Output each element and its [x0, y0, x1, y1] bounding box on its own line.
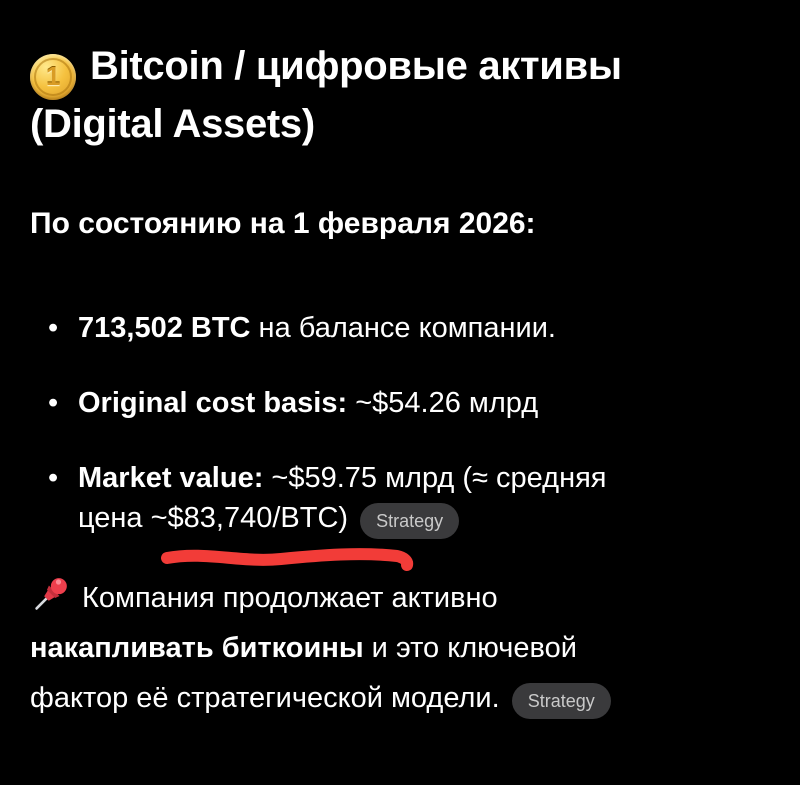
note-line2-text: и это ключевой	[363, 632, 577, 664]
coin-number: 1	[45, 61, 61, 91]
red-underline-annotation	[161, 548, 414, 571]
btc-balance-text: на балансе компании.	[250, 312, 556, 344]
bullet-list: • 713,502 BTC на балансе компании. • Ori…	[30, 308, 772, 571]
note-bold-text: накапливать биткоины	[30, 632, 364, 664]
note-line3-text: фактор её стратегической модели.	[30, 682, 500, 714]
list-item-btc-balance: • 713,502 BTC на балансе компании.	[48, 308, 772, 348]
bullet-text: Original cost basis: ~$54.26 млрд	[78, 383, 538, 423]
post-title: 1 Bitcoin / цифровые активы (Digital Asse…	[30, 42, 772, 148]
cost-basis-value: ~$54.26 млрд	[347, 387, 539, 419]
bullet-marker: •	[48, 387, 59, 419]
telegram-post: 1 Bitcoin / цифровые активы (Digital Asse…	[30, 42, 772, 723]
cost-basis-label: Original cost basis:	[78, 387, 348, 419]
market-value-label: Market value:	[78, 462, 264, 494]
market-value-text: ~$59.75 млрд (≈ средняя	[263, 462, 607, 494]
note-line2: накапливать биткоины и это ключевой	[30, 623, 772, 673]
note-line3: фактор её стратегической модели. Strategy	[30, 673, 772, 723]
bullet-text: Market value: ~$59.75 млрд (≈ средняя це…	[78, 458, 607, 539]
note-line1-text: Компания продолжает активно	[82, 582, 498, 614]
list-item-cost-basis: • Original cost basis: ~$54.26 млрд	[48, 383, 772, 423]
post-title-line1: Bitcoin / цифровые активы	[90, 44, 622, 88]
post-title-line2: (Digital Assets)	[30, 102, 315, 146]
date-heading: По состоянию на 1 февраля 2026:	[30, 207, 536, 240]
gold-coin-1-icon: 1	[30, 54, 76, 100]
strategy-badge[interactable]: Strategy	[511, 683, 611, 719]
btc-amount: 713,502 BTC	[78, 312, 251, 344]
avg-price-text: цена ~$83,740/BTC)	[78, 502, 349, 534]
list-item-market-value: • Market value: ~$59.75 млрд (≈ средняя …	[48, 458, 772, 571]
bullet-text: 713,502 BTC на балансе компании.	[78, 308, 556, 348]
note-line1: Компания продолжает активно	[30, 573, 772, 623]
footer-note: Компания продолжает активно накапливать …	[30, 573, 772, 723]
strategy-badge[interactable]: Strategy	[360, 503, 460, 539]
pushpin-icon	[35, 578, 67, 610]
bullet-marker: •	[48, 312, 59, 344]
bullet-marker: •	[48, 462, 59, 494]
